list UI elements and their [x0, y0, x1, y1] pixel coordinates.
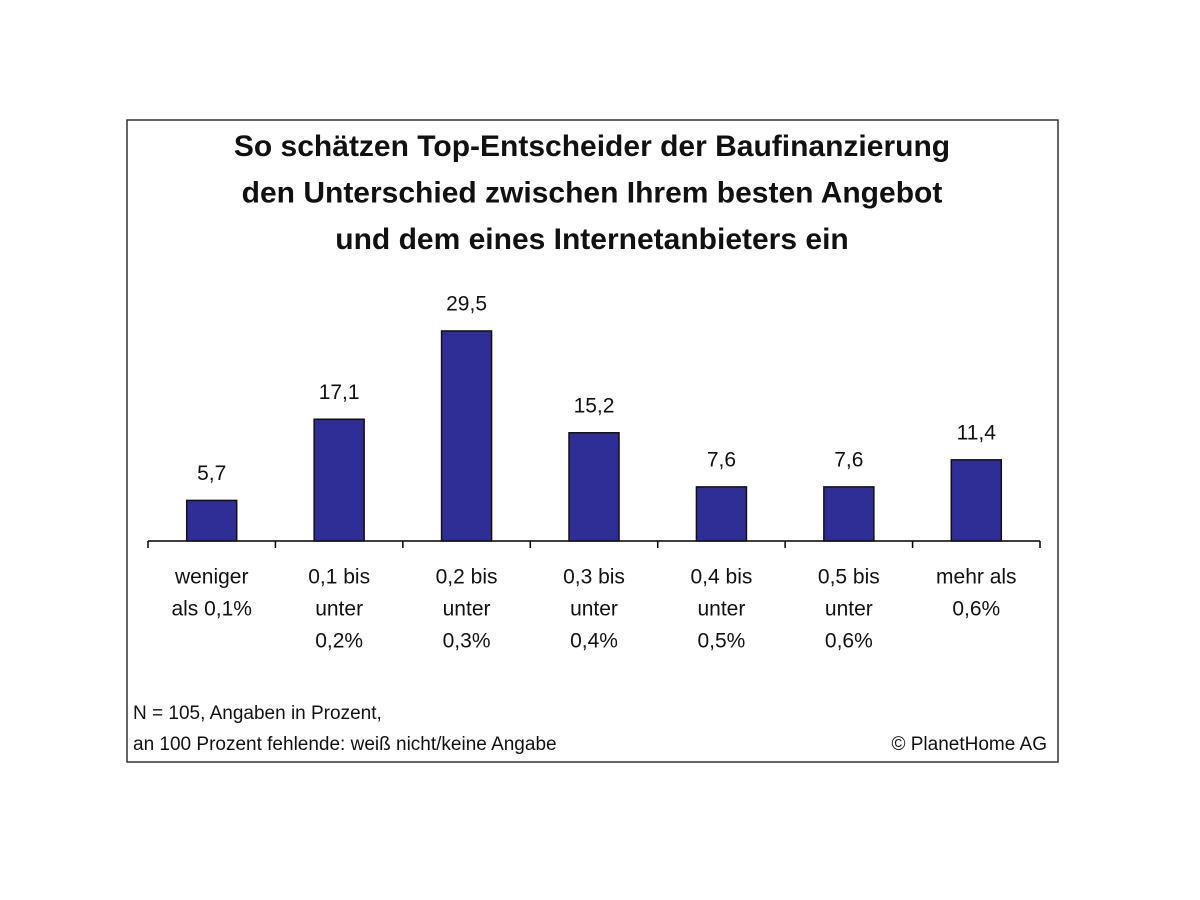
value-label: 17,1 — [319, 381, 360, 404]
chart-title: So schätzen Top-Entscheider der Baufinan… — [234, 130, 950, 163]
x-tick-label: unter — [570, 598, 618, 621]
footnote: N = 105, Angaben in Prozent, — [133, 703, 382, 724]
x-tick-label: 0,5% — [697, 630, 745, 653]
bar — [185, 499, 238, 542]
x-tick-label: 0,3 bis — [563, 566, 625, 589]
source: © PlanetHome AG — [891, 734, 1047, 755]
x-tick-label: 0,6% — [952, 598, 1000, 621]
bar — [440, 330, 493, 542]
x-tick-label: unter — [697, 598, 745, 621]
bar — [568, 432, 620, 542]
x-tick-label: 0,5 bis — [818, 566, 880, 589]
x-tick-label: 0,2% — [315, 630, 363, 653]
chart-title: den Unterschied zwischen Ihrem besten An… — [242, 176, 943, 209]
x-tick-label: weniger — [174, 566, 249, 589]
bar — [823, 486, 875, 542]
footnote: an 100 Prozent fehlende: weiß nicht/kein… — [133, 734, 557, 755]
chart-title: und dem eines Internetanbieters ein — [335, 223, 848, 256]
value-label: 5,7 — [197, 462, 226, 485]
value-label: 11,4 — [957, 421, 997, 444]
x-tick-label: 0,4 bis — [690, 566, 752, 589]
x-tick-label: unter — [825, 598, 873, 621]
x-tick-label: 0,2 bis — [436, 566, 498, 589]
value-label: 29,5 — [446, 293, 487, 316]
bar — [313, 418, 365, 542]
bar — [950, 459, 1003, 542]
x-tick-label: 0,1 bis — [308, 566, 370, 589]
x-tick-label: 0,6% — [825, 630, 873, 653]
x-tick-label: unter — [315, 598, 363, 621]
value-label: 7,6 — [834, 448, 863, 471]
x-tick-label: 0,3% — [443, 630, 491, 653]
bar — [695, 486, 748, 542]
x-tick-label: 0,4% — [570, 630, 618, 653]
x-tick-label: unter — [443, 598, 491, 621]
value-label: 7,6 — [707, 448, 736, 471]
x-tick-label: als 0,1% — [171, 598, 252, 621]
value-label: 15,2 — [574, 394, 615, 417]
x-tick-label: mehr als — [936, 566, 1017, 589]
